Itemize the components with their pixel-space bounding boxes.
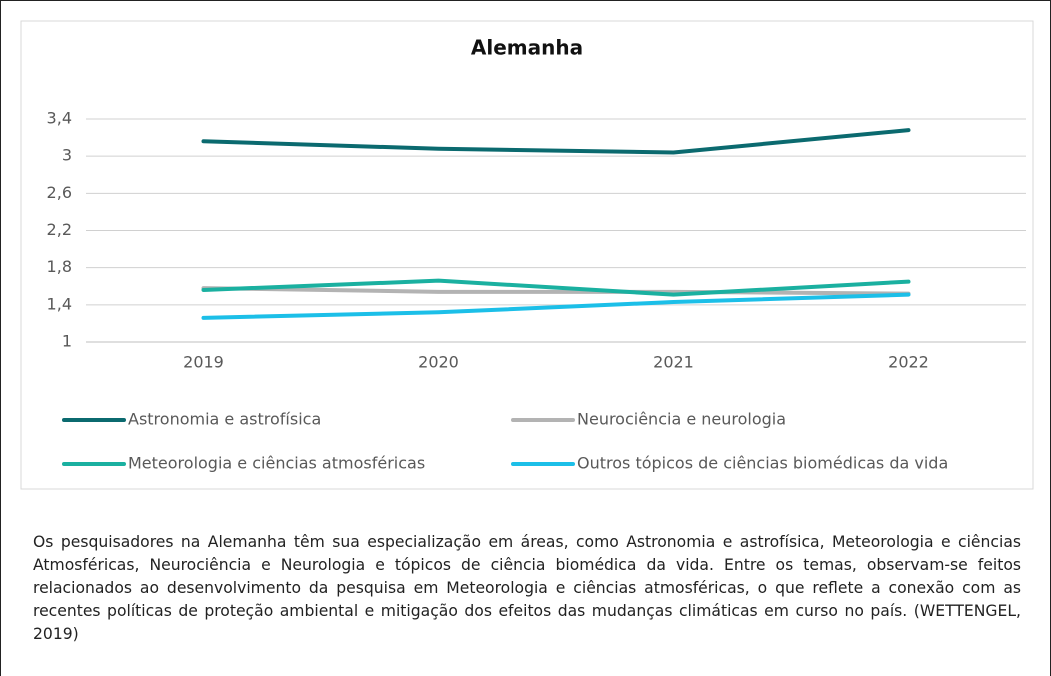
x-tick-label: 2020	[418, 353, 459, 372]
caption: Os pesquisadores na Alemanha têm sua esp…	[33, 533, 1021, 643]
y-tick-label: 1,8	[47, 257, 72, 276]
series-line	[201, 278, 911, 297]
series-line	[201, 128, 911, 155]
x-tick-label: 2019	[183, 353, 224, 372]
legend-label: Outros tópicos de ciências biomédicas da…	[577, 454, 948, 473]
series-line	[201, 286, 911, 296]
y-tick-label: 2,2	[47, 220, 72, 239]
y-tick-label: 3	[62, 146, 72, 165]
legend-label: Neurociência e neurologia	[577, 410, 786, 429]
chart-frame	[20, 20, 1034, 490]
y-tick-label: 2,6	[47, 183, 72, 202]
y-tick-label: 1,4	[47, 294, 72, 313]
legend-label: Astronomia e astrofísica	[128, 410, 321, 429]
chart-title: Alemanha	[471, 36, 583, 60]
series-line	[201, 292, 911, 320]
y-tick-label: 1	[62, 332, 72, 351]
y-tick-label: 3,4	[47, 109, 72, 128]
x-tick-label: 2022	[888, 353, 929, 372]
chart: Alemanha 1 1,4 1,8 2,2 2,6 3 3,4 2019 2020 2021 20…	[20, 20, 1034, 490]
x-tick-label: 2021	[653, 353, 694, 372]
legend-label: Meteorologia e ciências atmosféricas	[128, 454, 425, 473]
